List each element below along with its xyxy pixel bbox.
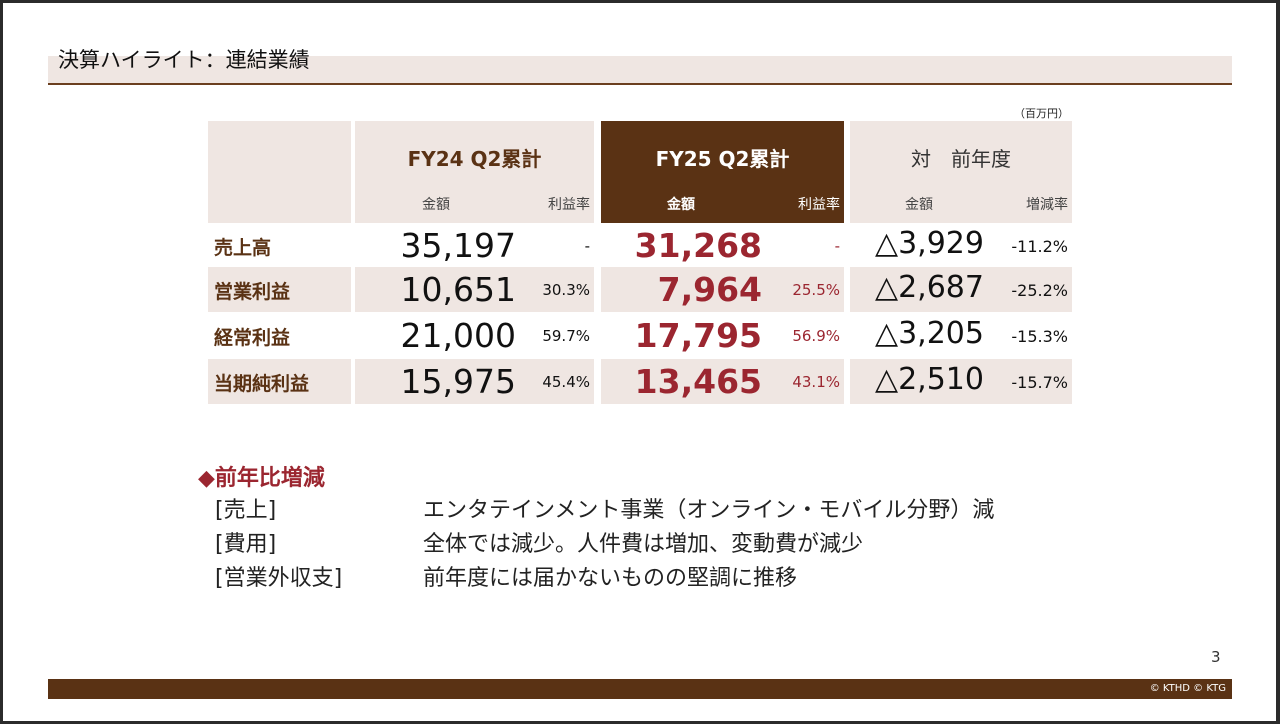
table-row-label-cell: 経常利益 <box>208 314 351 357</box>
header-fy25-rate: 利益率 <box>798 197 840 213</box>
table-row-label-cell: 営業利益 <box>208 267 351 312</box>
yoy-amount: △3,205 <box>875 315 984 351</box>
fy24-amount: 10,651 <box>400 269 516 309</box>
note-text-sales: エンタテインメント事業（オンライン・モバイル分野）減 <box>423 498 995 523</box>
copyright: © KTHD © KTG <box>1149 683 1226 694</box>
header-fy24-title: FY24 Q2累計 <box>407 147 542 171</box>
table-row-label-cell: 当期純利益 <box>208 359 351 404</box>
header-yoy: 対 前年度 金額 増減率 <box>850 121 1072 223</box>
fy24-amount: 21,000 <box>400 315 516 355</box>
header-yoy-amount: 金額 <box>905 197 933 213</box>
header-fy25-amount: 金額 <box>667 197 695 213</box>
yoy-amount: △2,687 <box>875 269 984 305</box>
table-cell-yoy: △3,205 -15.3% <box>850 314 1072 357</box>
header-yoy-title: 対 前年度 <box>911 147 1011 171</box>
table-row-label-cell: 売上高 <box>208 227 351 265</box>
slide-title: 決算ハイライト：連結業績 <box>58 48 310 72</box>
table-cell-fy25: 31,268 - <box>601 226 844 265</box>
header-fy25-title: FY25 Q2累計 <box>655 147 790 171</box>
fy24-rate: 45.4% <box>542 372 590 391</box>
note-key-sales: [売上] <box>215 498 277 523</box>
note-key-costs: [費用] <box>215 532 277 557</box>
header-fy25: FY25 Q2累計 金額 利益率 <box>601 121 844 223</box>
table-cell-yoy: △2,510 -15.7% <box>850 359 1072 404</box>
table-cell-fy24: 35,197 - <box>355 226 594 265</box>
row-label: 当期純利益 <box>214 372 310 395</box>
footer-bar: © KTHD © KTG <box>48 679 1232 699</box>
yoy-rate: -25.2% <box>1011 280 1068 300</box>
fy24-amount: 35,197 <box>400 226 516 265</box>
header-yoy-rate: 増減率 <box>1026 197 1068 213</box>
fy24-rate: 59.7% <box>542 326 590 345</box>
fy25-rate: 43.1% <box>792 372 840 391</box>
table-cell-fy25: 17,795 56.9% <box>601 314 844 357</box>
table-cell-fy25: 7,964 25.5% <box>601 267 844 312</box>
yoy-rate: -15.3% <box>1011 326 1068 346</box>
yoy-rate: -15.7% <box>1011 372 1068 392</box>
fy25-amount: 7,964 <box>657 269 762 309</box>
unit-label: （百万円） <box>1014 107 1069 120</box>
header-corner <box>208 121 351 223</box>
fy24-amount: 15,975 <box>400 361 516 401</box>
fy24-rate: 30.3% <box>542 280 590 299</box>
table-cell-fy25: 13,465 43.1% <box>601 359 844 404</box>
table-cell-yoy: △2,687 -25.2% <box>850 267 1072 312</box>
note-text-costs: 全体では減少。人件費は増加、変動費が減少 <box>423 532 864 557</box>
notes-heading: ◆前年比増減 <box>198 466 325 491</box>
header-fy24: FY24 Q2累計 金額 利益率 <box>355 121 594 223</box>
fy25-rate: - <box>834 237 840 255</box>
fy25-amount: 31,268 <box>634 226 762 265</box>
fy24-rate: - <box>584 237 590 255</box>
yoy-rate: -11.2% <box>1011 237 1068 256</box>
fy25-amount: 13,465 <box>634 361 762 401</box>
row-label: 経常利益 <box>214 326 291 349</box>
note-text-nonop: 前年度には届かないものの堅調に推移 <box>423 566 798 591</box>
header-fy24-rate: 利益率 <box>548 197 590 213</box>
row-label: 売上高 <box>214 237 272 259</box>
page-number: 3 <box>1211 648 1221 666</box>
fy25-rate: 56.9% <box>792 326 840 345</box>
table-cell-fy24: 21,000 59.7% <box>355 314 594 357</box>
note-key-nonop: [営業外収支] <box>215 566 343 591</box>
table-cell-fy24: 10,651 30.3% <box>355 267 594 312</box>
header-fy24-amount: 金額 <box>422 197 450 213</box>
yoy-amount: △3,929 <box>875 226 984 261</box>
fy25-amount: 17,795 <box>634 315 762 355</box>
table-cell-yoy: △3,929 -11.2% <box>850 226 1072 265</box>
row-label: 営業利益 <box>214 280 291 303</box>
table-cell-fy24: 15,975 45.4% <box>355 359 594 404</box>
title-band <box>48 56 1232 85</box>
fy25-rate: 25.5% <box>792 280 840 299</box>
yoy-amount: △2,510 <box>875 361 984 397</box>
